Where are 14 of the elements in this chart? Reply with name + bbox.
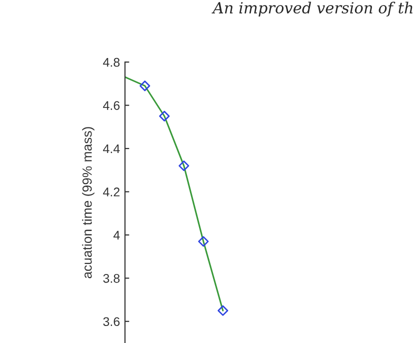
y-tick-label: 4: [113, 230, 120, 240]
y-tick-label: 4.8: [103, 58, 120, 67]
point: [198, 236, 209, 247]
y-tick-label: 4.2: [103, 188, 120, 196]
point: [218, 305, 228, 316]
point: [140, 80, 150, 92]
point: [178, 160, 190, 172]
point: [159, 110, 170, 122]
y-tick-label: 3.8: [103, 274, 120, 283]
y-tick-label: 3.6: [103, 317, 120, 326]
y-tick-label: 4.4: [103, 144, 120, 154]
text: An improved version of th: [212, 2, 412, 16]
y-axis-title: acuation time (99% mass): [82, 127, 94, 278]
y-tick-label: 4.6: [103, 101, 120, 110]
